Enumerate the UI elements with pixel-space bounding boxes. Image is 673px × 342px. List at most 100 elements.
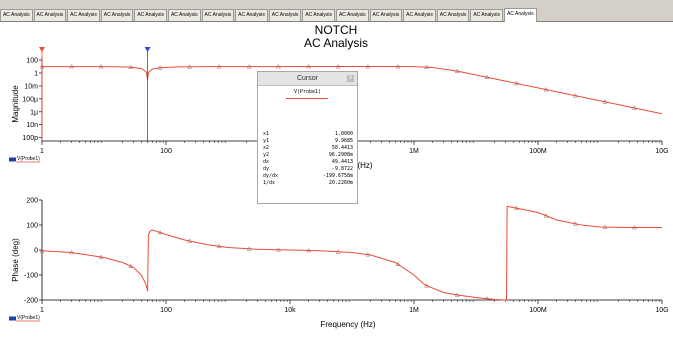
cursor-row-value: 49.4413 bbox=[331, 159, 353, 165]
phase-data-point bbox=[632, 225, 637, 230]
phase-y-tick-label: 200 bbox=[26, 198, 38, 205]
magnitude-y-tick-label: 100µ bbox=[22, 96, 38, 103]
cursor-row-value: -199.6758m bbox=[322, 173, 353, 179]
cursor-window-title: Cursor bbox=[296, 75, 318, 82]
magnitude-data-point bbox=[632, 105, 637, 110]
tab-ac-analysis-5[interactable]: AC Analysis bbox=[134, 9, 167, 21]
magnitude-data-point bbox=[216, 64, 222, 69]
tab-ac-analysis-11[interactable]: AC Analysis bbox=[336, 9, 369, 21]
plot-area: NOTCH AC Analysis Frequency (Hz) Frequen… bbox=[0, 22, 673, 342]
tab-ac-analysis-16[interactable]: AC Analysis bbox=[504, 8, 537, 22]
magnitude-data-point bbox=[98, 64, 104, 69]
cursor2-handle[interactable] bbox=[144, 47, 151, 52]
cursor-row-x2: x2 50.4413 bbox=[263, 145, 353, 152]
cursor-row-value: 50.4413 bbox=[331, 145, 353, 151]
phase-data-point bbox=[543, 213, 549, 218]
cursor-trace-name: V(Probe1) bbox=[293, 89, 322, 95]
cursor-row-label: x1 bbox=[263, 131, 270, 137]
phase-data-point bbox=[306, 248, 312, 253]
analysis-tab-bar: AC Analysis AC Analysis AC Analysis AC Anal… bbox=[0, 0, 673, 22]
phase-x-axis-label: Frequency (Hz) bbox=[320, 320, 375, 329]
phase-y-tick-label: -200 bbox=[24, 298, 38, 305]
phase-x-tick-label: 1 bbox=[40, 307, 44, 314]
magnitude-x-tick-label: 100M bbox=[529, 148, 547, 155]
magnitude-data-point bbox=[454, 68, 460, 73]
tab-ac-analysis-4[interactable]: AC Analysis bbox=[100, 9, 134, 21]
magnitude-data-point bbox=[276, 64, 281, 69]
phase-x-tick-label: 1M bbox=[409, 307, 419, 314]
tab-ac-analysis-3[interactable]: AC Analysis bbox=[67, 9, 100, 21]
phase-y-tick-label: 0 bbox=[34, 248, 38, 255]
magnitude-x-tick-label: 1 bbox=[40, 148, 44, 155]
magnitude-data-point bbox=[424, 64, 429, 69]
tab-ac-analysis-2[interactable]: AC Analysis bbox=[33, 9, 67, 21]
phase-data-point bbox=[514, 205, 519, 210]
phase-legend-label: V(Probe1) bbox=[17, 315, 40, 321]
tab-ac-analysis-9[interactable]: AC Analysis bbox=[268, 9, 302, 21]
tab-ac-analysis-8[interactable]: AC Analysis bbox=[235, 9, 268, 21]
magnitude-x-tick-label: 10G bbox=[655, 148, 668, 155]
cursor-row-y1: y1 9.9685 bbox=[263, 138, 353, 145]
phase-data-point bbox=[69, 250, 74, 255]
cursor-window-titlebar[interactable]: Cursor x bbox=[258, 72, 357, 86]
magnitude-y-tick-label: 100p bbox=[22, 135, 38, 142]
phase-data-point bbox=[335, 249, 341, 254]
cursor-row-1-dx: 1/dx 20.2260m bbox=[263, 180, 353, 187]
magnitude-data-point bbox=[306, 64, 312, 69]
tab-ac-analysis-14[interactable]: AC Analysis bbox=[436, 9, 470, 21]
magnitude-data-point bbox=[365, 64, 371, 69]
cursor-row-value: 20.2260m bbox=[328, 180, 353, 186]
close-icon[interactable]: x bbox=[347, 75, 354, 82]
cursor-readout: x1 1.0000 y1 9.9685 x2 50.4413 y2 96.2908m dx 49.… bbox=[263, 131, 353, 187]
magnitude-x-tick-label: 1M bbox=[409, 148, 419, 155]
cursor-row-label: y1 bbox=[263, 138, 270, 144]
tab-ac-analysis-12[interactable]: AC Analysis bbox=[369, 9, 403, 21]
phase-data-point bbox=[98, 254, 104, 259]
cursor-window[interactable]: Cursor x V(Probe1) x1 1.0000 y1 9.9685 x2 50.… bbox=[257, 71, 358, 204]
tab-ac-analysis-6[interactable]: AC Analysis bbox=[168, 9, 201, 21]
phase-x-tick-label: 10G bbox=[655, 307, 668, 314]
phase-data-point bbox=[39, 248, 45, 253]
phase-data-point bbox=[365, 252, 371, 257]
plots-svg: NOTCH AC Analysis Frequency (Hz) Frequen… bbox=[9, 23, 669, 329]
cursor-row-value: -9.8722 bbox=[331, 166, 353, 172]
magnitude-y-tick-label: 10m bbox=[24, 83, 38, 90]
phase-data-point bbox=[395, 261, 401, 266]
magnitude-y-tick-label: 1µ bbox=[30, 109, 38, 116]
phase-x-tick-label: 100M bbox=[529, 307, 547, 314]
cursor-row-dy: dy -9.8722 bbox=[263, 166, 353, 173]
magnitude-y-tick-label: 1 bbox=[34, 71, 38, 78]
tab-ac-analysis-13[interactable]: AC Analysis bbox=[403, 9, 436, 21]
magnitude-data-point bbox=[514, 81, 519, 86]
phase-data-point bbox=[216, 243, 222, 249]
tab-ac-analysis-1[interactable]: AC Analysis bbox=[0, 9, 33, 21]
phase-data-point bbox=[602, 224, 608, 229]
phase-y-tick-label: 100 bbox=[26, 223, 38, 230]
magnitude-data-point bbox=[543, 87, 549, 92]
tab-ac-analysis-15[interactable]: AC Analysis bbox=[470, 9, 503, 21]
magnitude-y-tick-label: 10n bbox=[26, 122, 38, 129]
phase-y-axis-label: Phase (deg) bbox=[11, 238, 20, 282]
magnitude-data-point bbox=[157, 65, 163, 70]
magnitude-data-point bbox=[335, 64, 341, 69]
tab-ac-analysis-10[interactable]: AC Analysis bbox=[302, 9, 335, 21]
magnitude-y-axis-label: Magnitude bbox=[11, 85, 20, 123]
magnitude-data-point bbox=[246, 64, 252, 69]
cursor-row-value: 96.2908m bbox=[328, 152, 353, 158]
cursor-trace-swatch bbox=[286, 98, 328, 99]
cursor-row-dx: dx 49.4413 bbox=[263, 159, 353, 166]
magnitude-legend-label: V(Probe1) bbox=[17, 156, 40, 162]
phase-data-point bbox=[572, 221, 578, 226]
cursor-row-label: dy/dx bbox=[263, 173, 279, 179]
cursor1-handle[interactable] bbox=[39, 47, 45, 52]
cursor-row-value: 9.9685 bbox=[334, 138, 353, 144]
cursor-row-x1: x1 1.0000 bbox=[263, 131, 353, 138]
magnitude-data-point bbox=[69, 64, 74, 69]
tab-ac-analysis-7[interactable]: AC Analysis bbox=[201, 9, 235, 21]
phase-data-point bbox=[424, 283, 429, 288]
chart-title: NOTCH bbox=[315, 23, 358, 37]
magnitude-x-tick-label: 100 bbox=[160, 148, 172, 155]
cursor-row-y2: y2 96.2908m bbox=[263, 152, 353, 159]
magnitude-series-line bbox=[42, 66, 663, 115]
phase-x-tick-label: 100 bbox=[160, 307, 172, 314]
